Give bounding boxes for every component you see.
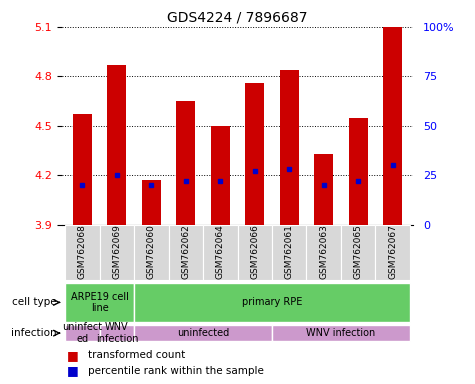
Bar xyxy=(134,225,169,280)
Bar xyxy=(107,65,126,225)
Text: GSM762064: GSM762064 xyxy=(216,224,225,279)
Bar xyxy=(65,325,100,341)
Bar xyxy=(245,83,264,225)
Text: primary RPE: primary RPE xyxy=(242,297,302,308)
Bar xyxy=(100,225,134,280)
Text: GSM762066: GSM762066 xyxy=(250,224,259,279)
Bar xyxy=(203,225,238,280)
Text: GSM762068: GSM762068 xyxy=(78,224,87,279)
Bar xyxy=(349,118,368,225)
Bar xyxy=(176,101,195,225)
Bar xyxy=(100,325,134,341)
Bar xyxy=(73,114,92,225)
Bar xyxy=(341,225,375,280)
Text: GSM762067: GSM762067 xyxy=(388,224,397,279)
Bar xyxy=(238,225,272,280)
Bar xyxy=(65,283,134,322)
Bar xyxy=(65,225,100,280)
Text: ■: ■ xyxy=(66,349,78,362)
Text: uninfect
ed: uninfect ed xyxy=(62,322,103,344)
Bar xyxy=(314,154,333,225)
Bar xyxy=(383,27,402,225)
Text: WNV
infection: WNV infection xyxy=(95,322,138,344)
Title: GDS4224 / 7896687: GDS4224 / 7896687 xyxy=(167,10,308,24)
Text: percentile rank within the sample: percentile rank within the sample xyxy=(88,366,264,376)
Text: GSM762061: GSM762061 xyxy=(285,224,294,279)
Bar xyxy=(272,225,306,280)
Text: transformed count: transformed count xyxy=(88,350,185,360)
Text: GSM762060: GSM762060 xyxy=(147,224,156,279)
Text: GSM762069: GSM762069 xyxy=(113,224,122,279)
Bar xyxy=(306,225,341,280)
Text: GSM762062: GSM762062 xyxy=(181,224,190,279)
Text: infection: infection xyxy=(11,328,57,338)
Bar xyxy=(280,70,299,225)
Text: cell type: cell type xyxy=(12,297,57,308)
Text: GSM762063: GSM762063 xyxy=(319,224,328,279)
Bar xyxy=(134,325,272,341)
Bar xyxy=(272,325,410,341)
Text: ARPE19 cell
line: ARPE19 cell line xyxy=(71,291,129,313)
Text: ■: ■ xyxy=(66,364,78,377)
Text: WNV infection: WNV infection xyxy=(306,328,376,338)
Bar xyxy=(375,225,410,280)
Bar xyxy=(211,126,230,225)
Bar xyxy=(142,180,161,225)
Bar xyxy=(169,225,203,280)
Text: uninfected: uninfected xyxy=(177,328,229,338)
Bar xyxy=(134,283,410,322)
Text: GSM762065: GSM762065 xyxy=(353,224,362,279)
